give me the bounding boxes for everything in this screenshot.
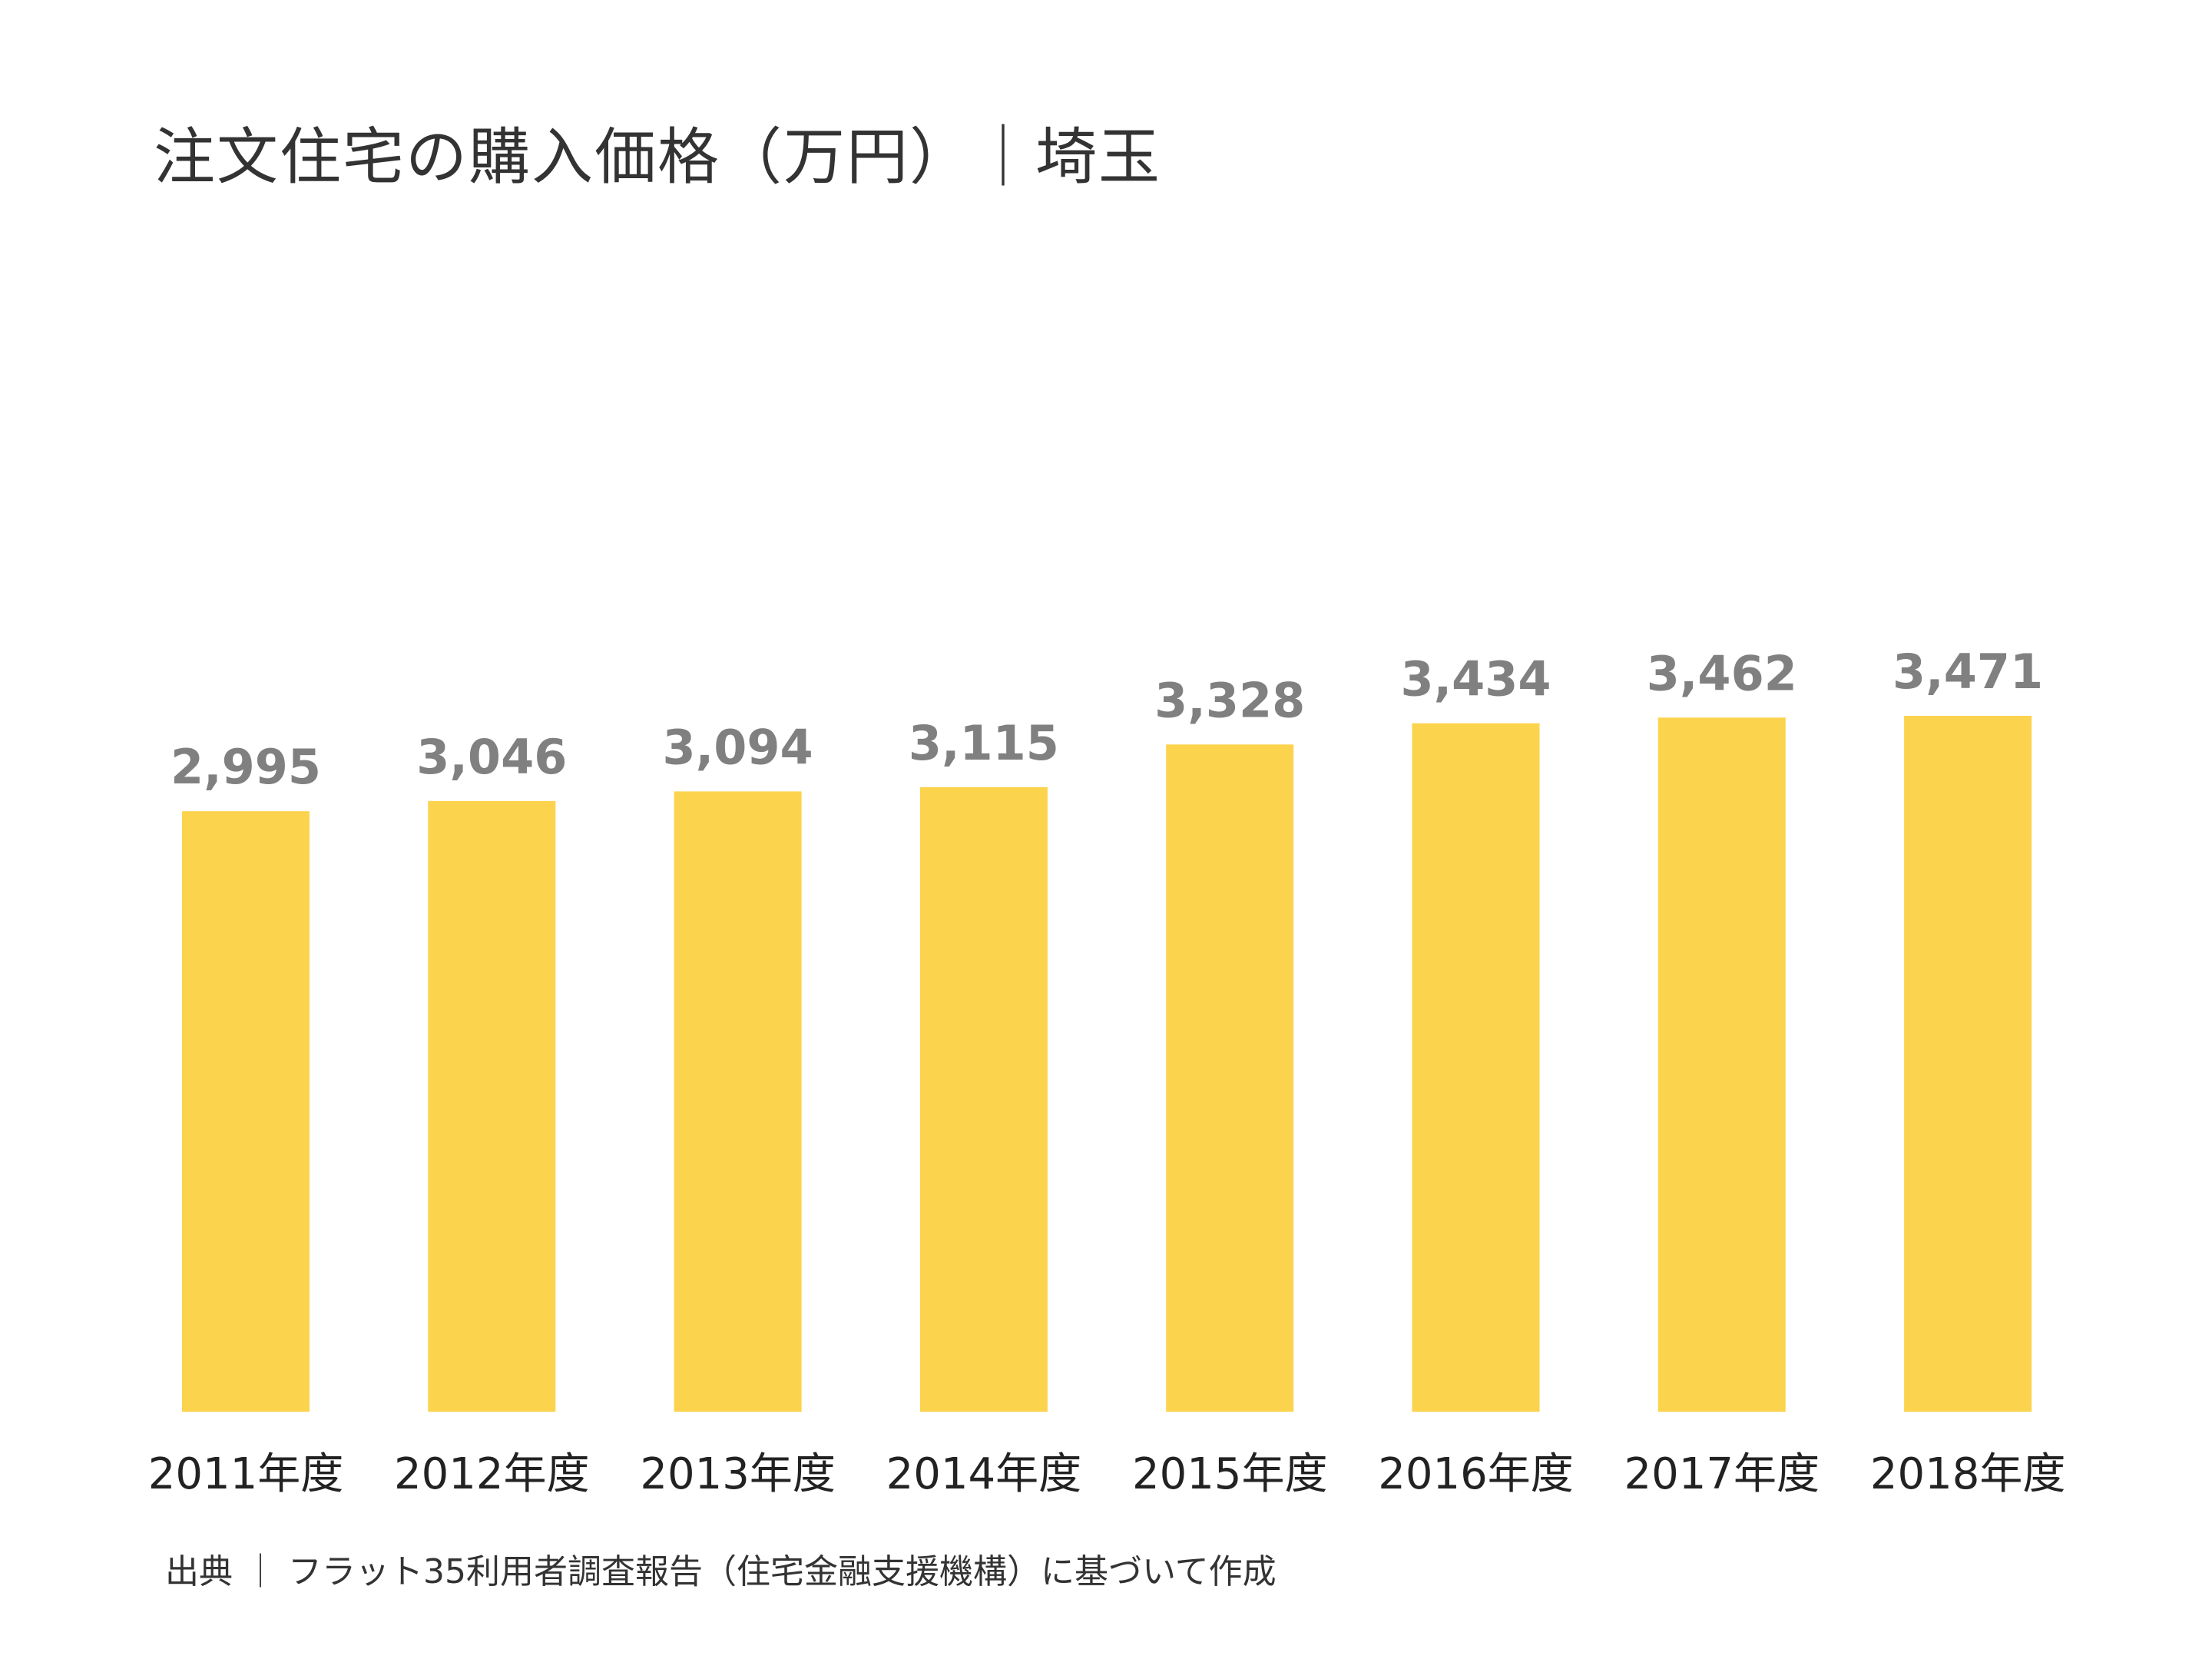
bar-2018年度	[1904, 716, 2032, 1412]
value-label-2013年度: 3,094	[663, 719, 813, 775]
bar-2011年度	[182, 811, 310, 1412]
value-label-2017年度: 3,462	[1647, 645, 1797, 701]
value-label-2016年度: 3,434	[1400, 651, 1551, 707]
category-label-2011年度: 2011年度	[148, 1449, 344, 1499]
value-label-2011年度: 2,995	[171, 739, 321, 795]
category-labels-group: 2011年度 2012年度 2013年度 2014年度 2015年度 2016年度 2017…	[148, 1449, 2066, 1499]
bar-2016年度	[1412, 723, 1540, 1412]
bars-group	[182, 716, 2032, 1412]
category-label-2015年度: 2015年度	[1132, 1449, 1328, 1499]
value-label-2018年度: 3,471	[1892, 644, 2043, 700]
chart-title: 注文住宅の購入価格（万円）｜埼玉	[154, 121, 1161, 193]
bar-2014年度	[919, 786, 1048, 1412]
category-label-2018年度: 2018年度	[1870, 1449, 2066, 1499]
value-label-2015年度: 3,328	[1154, 672, 1305, 728]
bar-2012年度	[428, 800, 556, 1412]
bar-2017年度	[1657, 717, 1786, 1412]
category-label-2017年度: 2017年度	[1624, 1449, 1820, 1499]
bar-2013年度	[674, 791, 802, 1412]
value-label-2012年度: 3,046	[416, 729, 567, 785]
category-label-2013年度: 2013年度	[640, 1449, 836, 1499]
value-label-2014年度: 3,115	[909, 715, 1059, 771]
bar-2015年度	[1166, 744, 1294, 1412]
source-note: 出典 ｜ フラット35利用者調査報告（住宅金融支援機構）に基づいて作成	[165, 1552, 1277, 1591]
category-label-2012年度: 2012年度	[394, 1449, 590, 1499]
category-label-2016年度: 2016年度	[1378, 1449, 1574, 1499]
category-label-2014年度: 2014年度	[886, 1449, 1082, 1499]
value-labels-group: 2,995 3,046 3,094 3,115 3,328 3,434 3,462 3,471	[171, 644, 2043, 795]
